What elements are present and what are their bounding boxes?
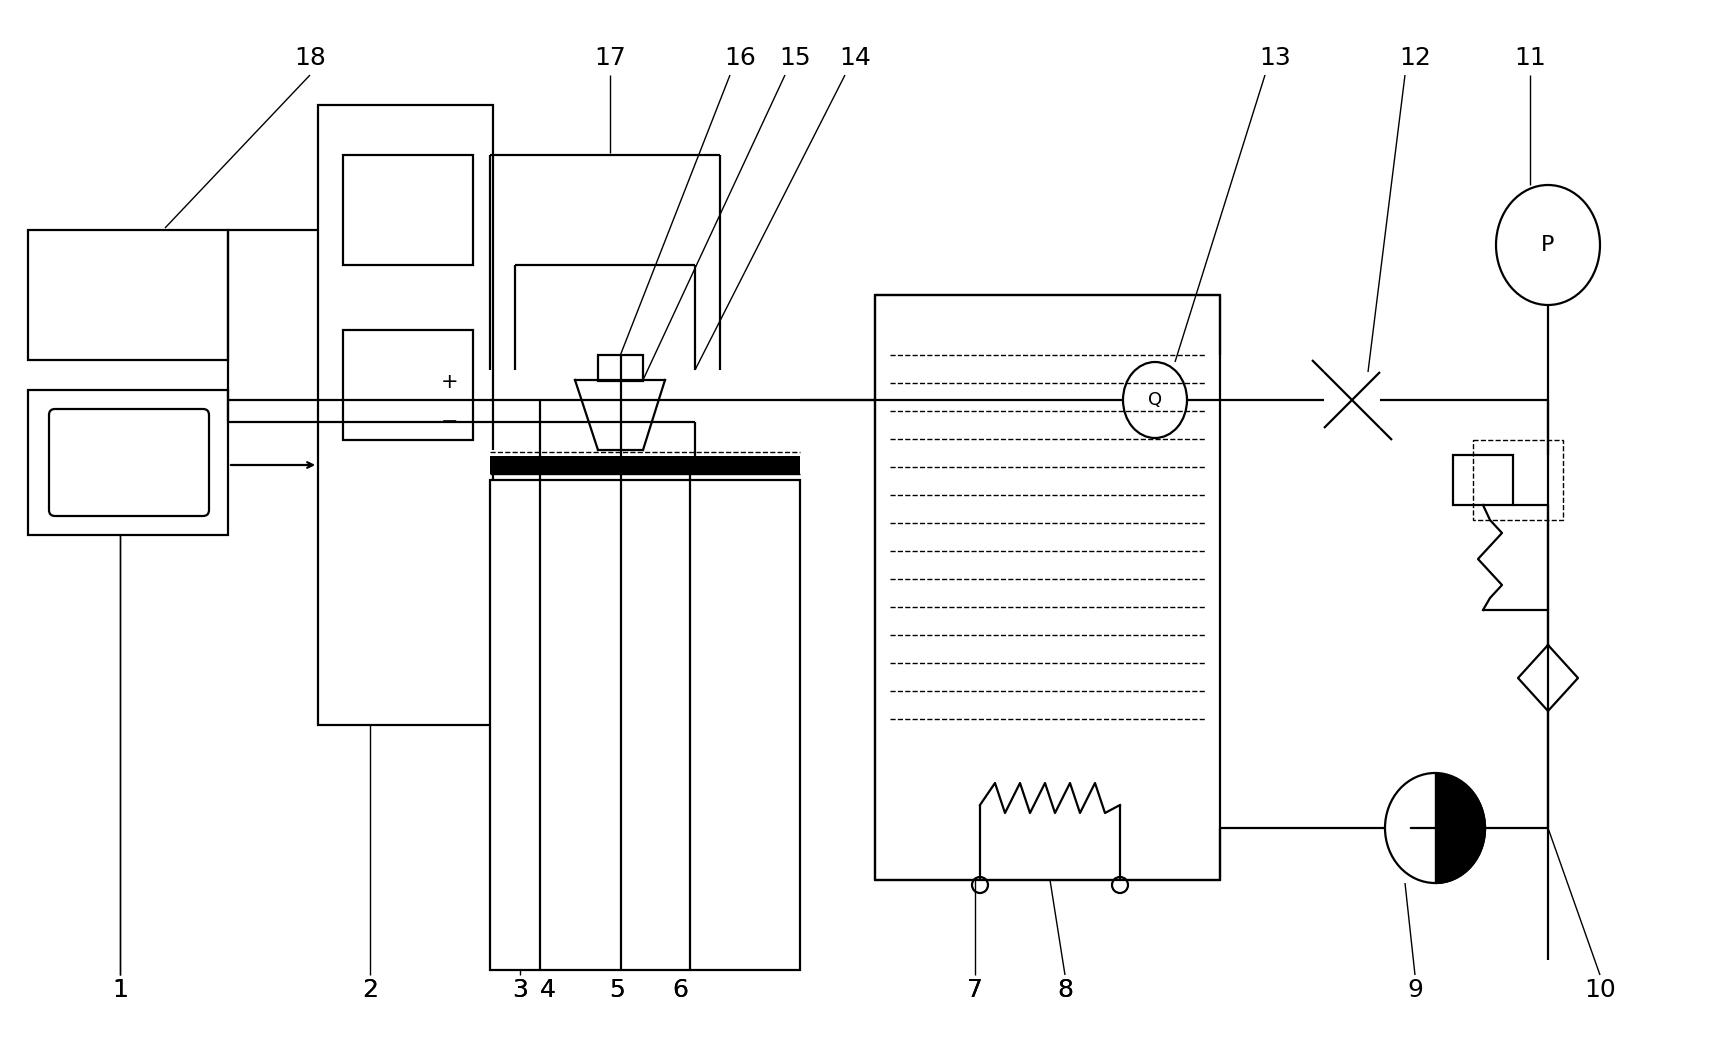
Text: 6: 6 [672,978,687,1002]
Text: 2: 2 [363,978,378,1002]
Text: 4: 4 [540,978,556,1002]
Bar [27,390,227,535]
Bar [491,480,800,970]
Bar [318,105,492,725]
Text: 10: 10 [1583,978,1616,1002]
Ellipse shape [1112,877,1129,893]
Ellipse shape [1496,185,1601,305]
Bar [491,450,800,466]
Text: 2: 2 [363,978,378,1002]
Bar [598,355,643,381]
Bar [1454,455,1513,505]
Text: 17: 17 [593,46,626,70]
Text: 7: 7 [968,978,983,1002]
Text: 3: 3 [511,978,528,1002]
Text: 18: 18 [294,46,327,70]
FancyBboxPatch shape [50,409,209,516]
Ellipse shape [971,877,988,893]
Text: 8: 8 [1057,978,1072,1002]
Text: 6: 6 [672,978,687,1002]
Ellipse shape [1385,773,1484,883]
Text: P: P [1541,235,1554,255]
Text: Q: Q [1147,391,1163,409]
Text: 3: 3 [511,978,528,1002]
Text: 7: 7 [968,978,983,1002]
Bar [344,330,474,440]
Text: 13: 13 [1259,46,1291,70]
Text: 1: 1 [113,978,128,1002]
Text: 5: 5 [609,978,624,1002]
Text: 4: 4 [540,978,556,1002]
Text: 5: 5 [609,978,624,1002]
Bar [27,230,227,360]
Text: 1: 1 [113,978,128,1002]
Bar [344,155,474,265]
Text: 11: 11 [1513,46,1546,70]
Text: +: + [441,372,458,392]
Text: 15: 15 [780,46,811,70]
Bar [1472,440,1563,520]
Text: 12: 12 [1399,46,1431,70]
Bar [876,295,1219,880]
Ellipse shape [1123,362,1187,438]
Text: 9: 9 [1407,978,1423,1002]
Text: −: − [441,412,458,432]
Text: 14: 14 [840,46,870,70]
Bar [491,456,800,474]
Text: 16: 16 [723,46,756,70]
Text: 8: 8 [1057,978,1072,1002]
